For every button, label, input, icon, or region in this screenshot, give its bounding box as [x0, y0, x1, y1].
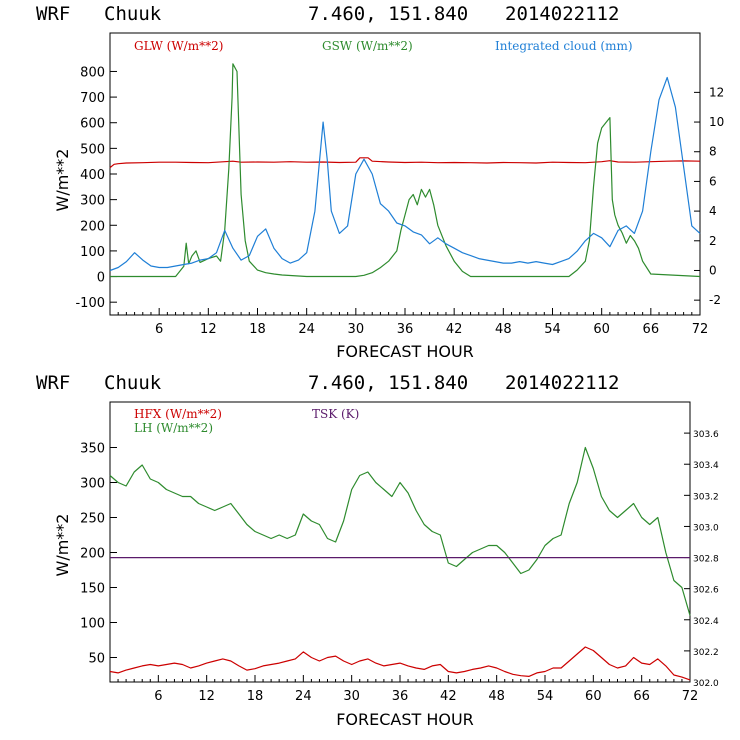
y-tick-label: 800 [80, 65, 105, 80]
series-line-glw [109, 157, 701, 169]
y2-tick-label: 12 [709, 85, 724, 99]
series-line-hfx [109, 646, 691, 681]
model-label: WRF [36, 372, 70, 394]
y-tick-label: 300 [80, 194, 105, 209]
legend-lh: LH (W/m**2) [134, 421, 213, 435]
x-tick-label: 12 [198, 689, 215, 704]
plot-frame [109, 401, 691, 683]
radiation-cloud-chart: GLW (W/m**2) GSW (W/m**2) Integrated clo… [53, 32, 724, 361]
y-tick-label: 350 [80, 442, 105, 457]
y2-tick-label: 303.4 [693, 461, 719, 471]
legend-glw: GLW (W/m**2) [134, 39, 223, 53]
y2-tick-label: 302.6 [693, 586, 719, 596]
legend-gsw: GSW (W/m**2) [322, 39, 413, 53]
y2-tick-label: 302.2 [693, 648, 719, 658]
y2-tick-label: 302.8 [693, 555, 719, 565]
x-tick-label: 48 [488, 689, 505, 704]
y2-tick-label: 4 [709, 204, 717, 218]
station-label: Chuuk [104, 372, 162, 394]
x-tick-label: 6 [155, 322, 163, 337]
y2-tick-label: 302.4 [693, 617, 719, 627]
y2-tick-label: 303.2 [693, 492, 719, 502]
x-tick-label: 24 [295, 689, 312, 704]
legend-tsk: TSK (K) [312, 407, 359, 421]
y2-tick-label: 303.6 [693, 430, 719, 440]
x-tick-label: 24 [298, 322, 315, 337]
y-tick-label: 400 [80, 168, 105, 183]
x-axis-label: FORECAST HOUR [336, 710, 474, 729]
legend-hfx: HFX (W/m**2) [134, 407, 222, 421]
y-tick-label: 100 [80, 245, 105, 260]
x-tick-label: 36 [397, 322, 414, 337]
x-tick-label: 72 [692, 322, 709, 337]
x-tick-label: 66 [633, 689, 650, 704]
x-tick-label: 30 [343, 689, 360, 704]
x-tick-label: 54 [537, 689, 554, 704]
y-tick-label: 600 [80, 117, 105, 132]
x-tick-label: 72 [682, 689, 699, 704]
y2-tick-label: 303.0 [693, 523, 719, 533]
y-tick-label: 250 [80, 512, 105, 527]
x-tick-label: 54 [544, 322, 561, 337]
x-tick-label: 66 [643, 322, 660, 337]
x-tick-label: 60 [585, 689, 602, 704]
x-tick-label: 30 [348, 322, 365, 337]
y2-tick-label: 10 [709, 115, 724, 129]
y-tick-label: 200 [80, 219, 105, 234]
y2-tick-label: 2 [709, 234, 717, 248]
y2-tick-label: 6 [709, 174, 717, 188]
x-tick-label: 6 [154, 689, 162, 704]
x-tick-label: 36 [392, 689, 409, 704]
legend-cloud: Integrated cloud (mm) [495, 39, 633, 53]
y-tick-label: 0 [97, 271, 105, 286]
series-line-integrated-cloud [109, 76, 701, 272]
y2-tick-label: -2 [709, 293, 721, 307]
x-tick-label: 18 [247, 689, 264, 704]
y-tick-label: -100 [75, 296, 105, 311]
y2-tick-label: 8 [709, 145, 717, 159]
y2-tick-label: 0 [709, 263, 717, 277]
datetime-label: 2014022112 [505, 372, 619, 394]
x-tick-label: 48 [495, 322, 512, 337]
datetime-label: 2014022112 [505, 3, 619, 25]
y-tick-label: 50 [88, 652, 105, 667]
x-tick-label: 42 [446, 322, 463, 337]
x-tick-label: 42 [440, 689, 457, 704]
station-label: Chuuk [104, 3, 162, 25]
coords-label: 7.460, 151.840 [308, 3, 468, 25]
series-line-gsw [110, 63, 701, 278]
y-axis-label: W/m**2 [53, 149, 72, 212]
y-tick-label: 150 [80, 582, 105, 597]
heat-flux-chart: HFX (W/m**2) LH (W/m**2) TSK (K) FORECAS… [53, 401, 719, 729]
series-line-lh [109, 446, 691, 616]
x-axis-label: FORECAST HOUR [336, 342, 474, 361]
x-tick-label: 60 [593, 322, 610, 337]
coords-label: 7.460, 151.840 [308, 372, 468, 394]
y-tick-label: 300 [80, 477, 105, 492]
y-tick-label: 100 [80, 617, 105, 632]
y2-tick-label: 302.0 [693, 679, 719, 689]
x-tick-label: 12 [200, 322, 217, 337]
x-tick-label: 18 [249, 322, 266, 337]
y-tick-label: 200 [80, 547, 105, 562]
y-tick-label: 700 [80, 91, 105, 106]
y-tick-label: 500 [80, 142, 105, 157]
y-axis-label: W/m**2 [53, 514, 72, 577]
model-label: WRF [36, 3, 70, 25]
